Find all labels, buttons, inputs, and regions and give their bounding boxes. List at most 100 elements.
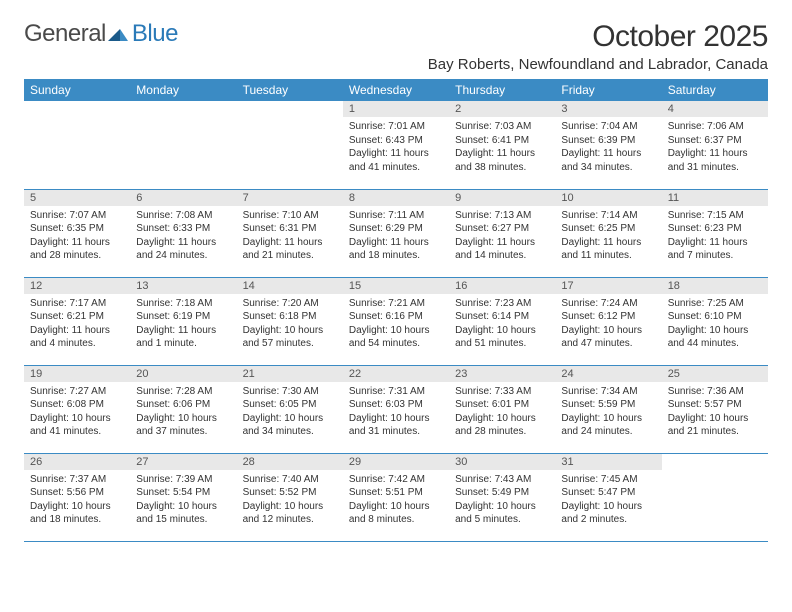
calendar-day-cell: 25Sunrise: 7:36 AMSunset: 5:57 PMDayligh… <box>662 365 768 453</box>
day-number: 22 <box>343 366 449 382</box>
calendar-day-cell: 3Sunrise: 7:04 AMSunset: 6:39 PMDaylight… <box>555 101 661 189</box>
day-content: Sunrise: 7:25 AMSunset: 6:10 PMDaylight:… <box>662 294 768 355</box>
daylight-text: Daylight: 10 hours and 5 minutes. <box>455 500 549 527</box>
day-content: Sunrise: 7:36 AMSunset: 5:57 PMDaylight:… <box>662 382 768 443</box>
daylight-text: Daylight: 10 hours and 8 minutes. <box>349 500 443 527</box>
calendar-week-row: 19Sunrise: 7:27 AMSunset: 6:08 PMDayligh… <box>24 365 768 453</box>
day-number: 10 <box>555 190 661 206</box>
calendar-empty-cell <box>130 101 236 189</box>
sunset-text: Sunset: 6:16 PM <box>349 310 443 324</box>
daylight-text: Daylight: 10 hours and 57 minutes. <box>243 324 337 351</box>
day-content: Sunrise: 7:13 AMSunset: 6:27 PMDaylight:… <box>449 206 555 267</box>
daylight-text: Daylight: 10 hours and 15 minutes. <box>136 500 230 527</box>
sunset-text: Sunset: 5:51 PM <box>349 486 443 500</box>
sunset-text: Sunset: 6:19 PM <box>136 310 230 324</box>
daylight-text: Daylight: 10 hours and 47 minutes. <box>561 324 655 351</box>
daylight-text: Daylight: 11 hours and 14 minutes. <box>455 236 549 263</box>
daylight-text: Daylight: 10 hours and 18 minutes. <box>30 500 124 527</box>
calendar-day-cell: 22Sunrise: 7:31 AMSunset: 6:03 PMDayligh… <box>343 365 449 453</box>
weekday-header: Wednesday <box>343 79 449 101</box>
sunrise-text: Sunrise: 7:06 AM <box>668 120 762 134</box>
daylight-text: Daylight: 10 hours and 41 minutes. <box>30 412 124 439</box>
sunrise-text: Sunrise: 7:30 AM <box>243 385 337 399</box>
day-content: Sunrise: 7:20 AMSunset: 6:18 PMDaylight:… <box>237 294 343 355</box>
daylight-text: Daylight: 10 hours and 37 minutes. <box>136 412 230 439</box>
day-number: 19 <box>24 366 130 382</box>
weekday-header: Friday <box>555 79 661 101</box>
day-content: Sunrise: 7:37 AMSunset: 5:56 PMDaylight:… <box>24 470 130 531</box>
calendar-day-cell: 2Sunrise: 7:03 AMSunset: 6:41 PMDaylight… <box>449 101 555 189</box>
sunset-text: Sunset: 5:47 PM <box>561 486 655 500</box>
day-number: 15 <box>343 278 449 294</box>
day-number: 23 <box>449 366 555 382</box>
sunset-text: Sunset: 5:52 PM <box>243 486 337 500</box>
sunrise-text: Sunrise: 7:39 AM <box>136 473 230 487</box>
calendar-day-cell: 10Sunrise: 7:14 AMSunset: 6:25 PMDayligh… <box>555 189 661 277</box>
calendar-day-cell: 14Sunrise: 7:20 AMSunset: 6:18 PMDayligh… <box>237 277 343 365</box>
sunset-text: Sunset: 6:03 PM <box>349 398 443 412</box>
sunrise-text: Sunrise: 7:36 AM <box>668 385 762 399</box>
day-content: Sunrise: 7:23 AMSunset: 6:14 PMDaylight:… <box>449 294 555 355</box>
day-number: 17 <box>555 278 661 294</box>
day-content: Sunrise: 7:17 AMSunset: 6:21 PMDaylight:… <box>24 294 130 355</box>
sunset-text: Sunset: 6:08 PM <box>30 398 124 412</box>
day-content: Sunrise: 7:04 AMSunset: 6:39 PMDaylight:… <box>555 117 661 178</box>
page-header: General Blue October 2025 Bay Roberts, N… <box>24 20 768 73</box>
day-number: 31 <box>555 454 661 470</box>
calendar-day-cell: 8Sunrise: 7:11 AMSunset: 6:29 PMDaylight… <box>343 189 449 277</box>
calendar-day-cell: 24Sunrise: 7:34 AMSunset: 5:59 PMDayligh… <box>555 365 661 453</box>
sunset-text: Sunset: 6:35 PM <box>30 222 124 236</box>
sunset-text: Sunset: 6:05 PM <box>243 398 337 412</box>
calendar-day-cell: 19Sunrise: 7:27 AMSunset: 6:08 PMDayligh… <box>24 365 130 453</box>
sunrise-text: Sunrise: 7:10 AM <box>243 209 337 223</box>
sunrise-text: Sunrise: 7:17 AM <box>30 297 124 311</box>
daylight-text: Daylight: 11 hours and 38 minutes. <box>455 147 549 174</box>
sunrise-text: Sunrise: 7:45 AM <box>561 473 655 487</box>
weekday-header: Monday <box>130 79 236 101</box>
sunset-text: Sunset: 6:21 PM <box>30 310 124 324</box>
day-content: Sunrise: 7:15 AMSunset: 6:23 PMDaylight:… <box>662 206 768 267</box>
calendar-day-cell: 6Sunrise: 7:08 AMSunset: 6:33 PMDaylight… <box>130 189 236 277</box>
daylight-text: Daylight: 10 hours and 54 minutes. <box>349 324 443 351</box>
calendar-day-cell: 16Sunrise: 7:23 AMSunset: 6:14 PMDayligh… <box>449 277 555 365</box>
daylight-text: Daylight: 10 hours and 31 minutes. <box>349 412 443 439</box>
day-number: 4 <box>662 101 768 117</box>
sunset-text: Sunset: 6:18 PM <box>243 310 337 324</box>
daylight-text: Daylight: 10 hours and 2 minutes. <box>561 500 655 527</box>
calendar-day-cell: 21Sunrise: 7:30 AMSunset: 6:05 PMDayligh… <box>237 365 343 453</box>
calendar-day-cell: 20Sunrise: 7:28 AMSunset: 6:06 PMDayligh… <box>130 365 236 453</box>
day-number: 1 <box>343 101 449 117</box>
day-number: 8 <box>343 190 449 206</box>
day-content: Sunrise: 7:03 AMSunset: 6:41 PMDaylight:… <box>449 117 555 178</box>
day-content: Sunrise: 7:08 AMSunset: 6:33 PMDaylight:… <box>130 206 236 267</box>
day-number: 18 <box>662 278 768 294</box>
sunrise-text: Sunrise: 7:34 AM <box>561 385 655 399</box>
sunset-text: Sunset: 6:29 PM <box>349 222 443 236</box>
daylight-text: Daylight: 10 hours and 28 minutes. <box>455 412 549 439</box>
sunrise-text: Sunrise: 7:14 AM <box>561 209 655 223</box>
day-number: 16 <box>449 278 555 294</box>
calendar-page: General Blue October 2025 Bay Roberts, N… <box>0 0 792 562</box>
location-label: Bay Roberts, Newfoundland and Labrador, … <box>428 56 768 73</box>
day-number: 2 <box>449 101 555 117</box>
daylight-text: Daylight: 11 hours and 1 minute. <box>136 324 230 351</box>
sunrise-text: Sunrise: 7:07 AM <box>30 209 124 223</box>
day-content: Sunrise: 7:31 AMSunset: 6:03 PMDaylight:… <box>343 382 449 443</box>
logo: General Blue <box>24 20 178 48</box>
day-number: 12 <box>24 278 130 294</box>
title-block: October 2025 Bay Roberts, Newfoundland a… <box>428 20 768 73</box>
sunset-text: Sunset: 6:43 PM <box>349 134 443 148</box>
sunset-text: Sunset: 6:39 PM <box>561 134 655 148</box>
sunset-text: Sunset: 6:31 PM <box>243 222 337 236</box>
day-content: Sunrise: 7:24 AMSunset: 6:12 PMDaylight:… <box>555 294 661 355</box>
calendar-day-cell: 27Sunrise: 7:39 AMSunset: 5:54 PMDayligh… <box>130 453 236 541</box>
calendar-day-cell: 13Sunrise: 7:18 AMSunset: 6:19 PMDayligh… <box>130 277 236 365</box>
sunrise-text: Sunrise: 7:03 AM <box>455 120 549 134</box>
sunrise-text: Sunrise: 7:33 AM <box>455 385 549 399</box>
weekday-header: Tuesday <box>237 79 343 101</box>
day-content: Sunrise: 7:45 AMSunset: 5:47 PMDaylight:… <box>555 470 661 531</box>
sunset-text: Sunset: 5:54 PM <box>136 486 230 500</box>
sunrise-text: Sunrise: 7:20 AM <box>243 297 337 311</box>
day-number: 20 <box>130 366 236 382</box>
day-number: 3 <box>555 101 661 117</box>
